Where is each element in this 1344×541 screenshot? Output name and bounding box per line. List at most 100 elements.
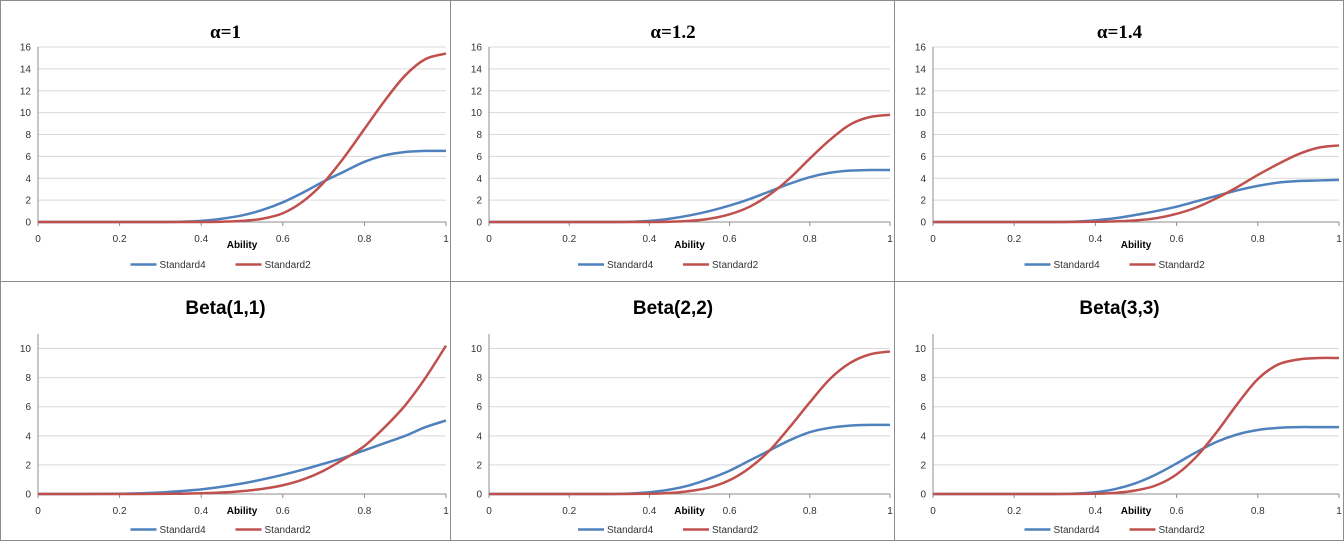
x-tick-label: 1 [443, 234, 449, 245]
y-tick-label: 4 [25, 431, 31, 442]
x-tick-label: 0.6 [723, 506, 737, 517]
x-tick-label: 1 [1336, 506, 1342, 517]
chart-panel-5: Beta(2,2) 0 2 4 6 8 10 0 0.2 0.4 0.6 0.8 1 Ability Sta… [451, 282, 895, 541]
x-tick-label: 0.4 [194, 234, 208, 245]
y-tick-label: 10 [915, 108, 927, 119]
x-tick-label: 0 [35, 234, 41, 245]
y-tick-label: 10 [20, 108, 32, 119]
x-tick-label: 0 [35, 506, 41, 517]
series-line-standard2 [933, 356, 1340, 496]
x-axis-label: Ability [674, 506, 705, 517]
series-line-standard4 [933, 425, 1339, 496]
legend-entry: Standard2 [712, 525, 759, 536]
x-tick-label: 0.2 [113, 234, 127, 245]
border-col-2 [894, 0, 895, 541]
chart-title: Beta(1,1) [185, 298, 265, 319]
chart-panel-6: Beta(3,3) 0 2 4 6 8 10 0 0.2 0.4 0.6 0.8 1 Ability Sta… [895, 282, 1344, 541]
y-tick-label: 2 [920, 196, 926, 207]
chart-panel-2: α=1.2 0 2 4 6 8 10 12 14 16 0 0.2 0.4 0.6 0.8 1 Ability S… [451, 0, 895, 282]
legend-entry: Standard4 [160, 525, 207, 536]
y-tick-label: 8 [476, 130, 482, 141]
y-tick-label: 0 [476, 490, 482, 501]
y-tick-label: 16 [915, 43, 927, 54]
chart-title: α=1.2 [650, 22, 695, 43]
legend-entry: Standard2 [265, 260, 312, 271]
x-axis-label: Ability [674, 240, 705, 251]
y-tick-label: 14 [20, 64, 32, 75]
y-tick-label: 0 [25, 490, 31, 501]
y-tick-label: 10 [20, 344, 32, 355]
x-axis-label: Ability [1121, 506, 1152, 517]
x-tick-label: 0.8 [803, 506, 817, 517]
legend-entry: Standard4 [160, 260, 207, 271]
y-tick-label: 6 [25, 152, 31, 163]
legend-entry: Standard4 [1054, 260, 1101, 271]
y-tick-label: 16 [20, 43, 32, 54]
series-line-standard4 [37, 419, 447, 496]
y-tick-label: 4 [476, 431, 482, 442]
x-tick-label: 0.2 [562, 234, 576, 245]
y-tick-label: 2 [920, 460, 926, 471]
y-tick-label: 10 [471, 108, 483, 119]
y-tick-label: 6 [920, 152, 926, 163]
x-tick-label: 0.2 [113, 506, 127, 517]
x-tick-label: 1 [443, 506, 449, 517]
chart-svg: Beta(2,2) 0 2 4 6 8 10 0 0.2 0.4 0.6 0.8 1 Ability Sta… [471, 298, 893, 536]
y-tick-label: 2 [476, 460, 482, 471]
chart-title: Beta(2,2) [633, 298, 713, 319]
y-tick-label: 6 [476, 152, 482, 163]
x-tick-label: 0.6 [723, 234, 737, 245]
chart-svg: α=1 0 2 4 6 8 10 12 14 16 0 0.2 0.4 0.6 0.8 1 Ability Sta… [20, 22, 449, 271]
border-top [0, 0, 1344, 1]
legend-entry: Standard4 [607, 260, 654, 271]
border-col-1 [450, 0, 451, 541]
y-tick-label: 4 [920, 431, 926, 442]
x-tick-label: 0.6 [276, 234, 290, 245]
series-line-standard4 [933, 178, 1340, 224]
x-tick-label: 0 [930, 506, 936, 517]
x-tick-label: 0.8 [1251, 506, 1265, 517]
y-tick-label: 2 [25, 196, 31, 207]
border-left [0, 0, 1, 541]
x-tick-label: 0.4 [1088, 506, 1102, 517]
x-tick-label: 0.2 [562, 506, 576, 517]
y-tick-label: 8 [25, 373, 31, 384]
y-tick-label: 2 [476, 196, 482, 207]
x-tick-label: 0.2 [1007, 506, 1021, 517]
x-tick-label: 1 [1336, 234, 1342, 245]
chart-svg: α=1.2 0 2 4 6 8 10 12 14 16 0 0.2 0.4 0.6 0.8 1 Ability S… [471, 22, 893, 271]
series-line-standard2 [489, 350, 891, 496]
y-tick-label: 16 [471, 43, 483, 54]
chart-svg: Beta(3,3) 0 2 4 6 8 10 0 0.2 0.4 0.6 0.8 1 Ability Sta… [915, 298, 1342, 536]
x-tick-label: 0.6 [1170, 234, 1184, 245]
y-tick-label: 12 [915, 86, 927, 97]
x-tick-label: 0.8 [357, 234, 371, 245]
series-line-standard2 [933, 144, 1340, 224]
y-tick-label: 4 [476, 174, 482, 185]
series-line-standard2 [38, 52, 447, 224]
legend-entry: Standard2 [265, 525, 312, 536]
x-tick-label: 1 [887, 506, 893, 517]
chart-panel-3: α=1.4 0 2 4 6 8 10 12 14 16 0 0.2 0.4 0.6 0.8 1 Ability S… [895, 0, 1344, 282]
y-tick-label: 6 [920, 402, 926, 413]
x-axis-label: Ability [227, 506, 258, 517]
y-tick-label: 0 [25, 218, 31, 229]
y-tick-label: 12 [471, 86, 483, 97]
chart-panel-4: Beta(1,1) 0 2 4 6 8 10 0 0.2 0.4 0.6 0.8 1 Ability Sta… [0, 282, 451, 541]
y-tick-label: 12 [20, 86, 32, 97]
x-tick-label: 0.4 [1088, 234, 1102, 245]
legend-entry: Standard2 [712, 260, 759, 271]
x-tick-label: 0.4 [194, 506, 208, 517]
x-tick-label: 0.6 [276, 506, 290, 517]
y-tick-label: 2 [25, 460, 31, 471]
chart-title: Beta(3,3) [1079, 298, 1159, 319]
y-tick-label: 8 [476, 373, 482, 384]
series-line-standard4 [489, 423, 891, 496]
y-tick-label: 4 [920, 174, 926, 185]
x-tick-label: 0 [486, 506, 492, 517]
x-tick-label: 0 [486, 234, 492, 245]
x-tick-label: 0.4 [642, 234, 656, 245]
x-tick-label: 0.6 [1170, 506, 1184, 517]
legend-entry: Standard4 [607, 525, 654, 536]
